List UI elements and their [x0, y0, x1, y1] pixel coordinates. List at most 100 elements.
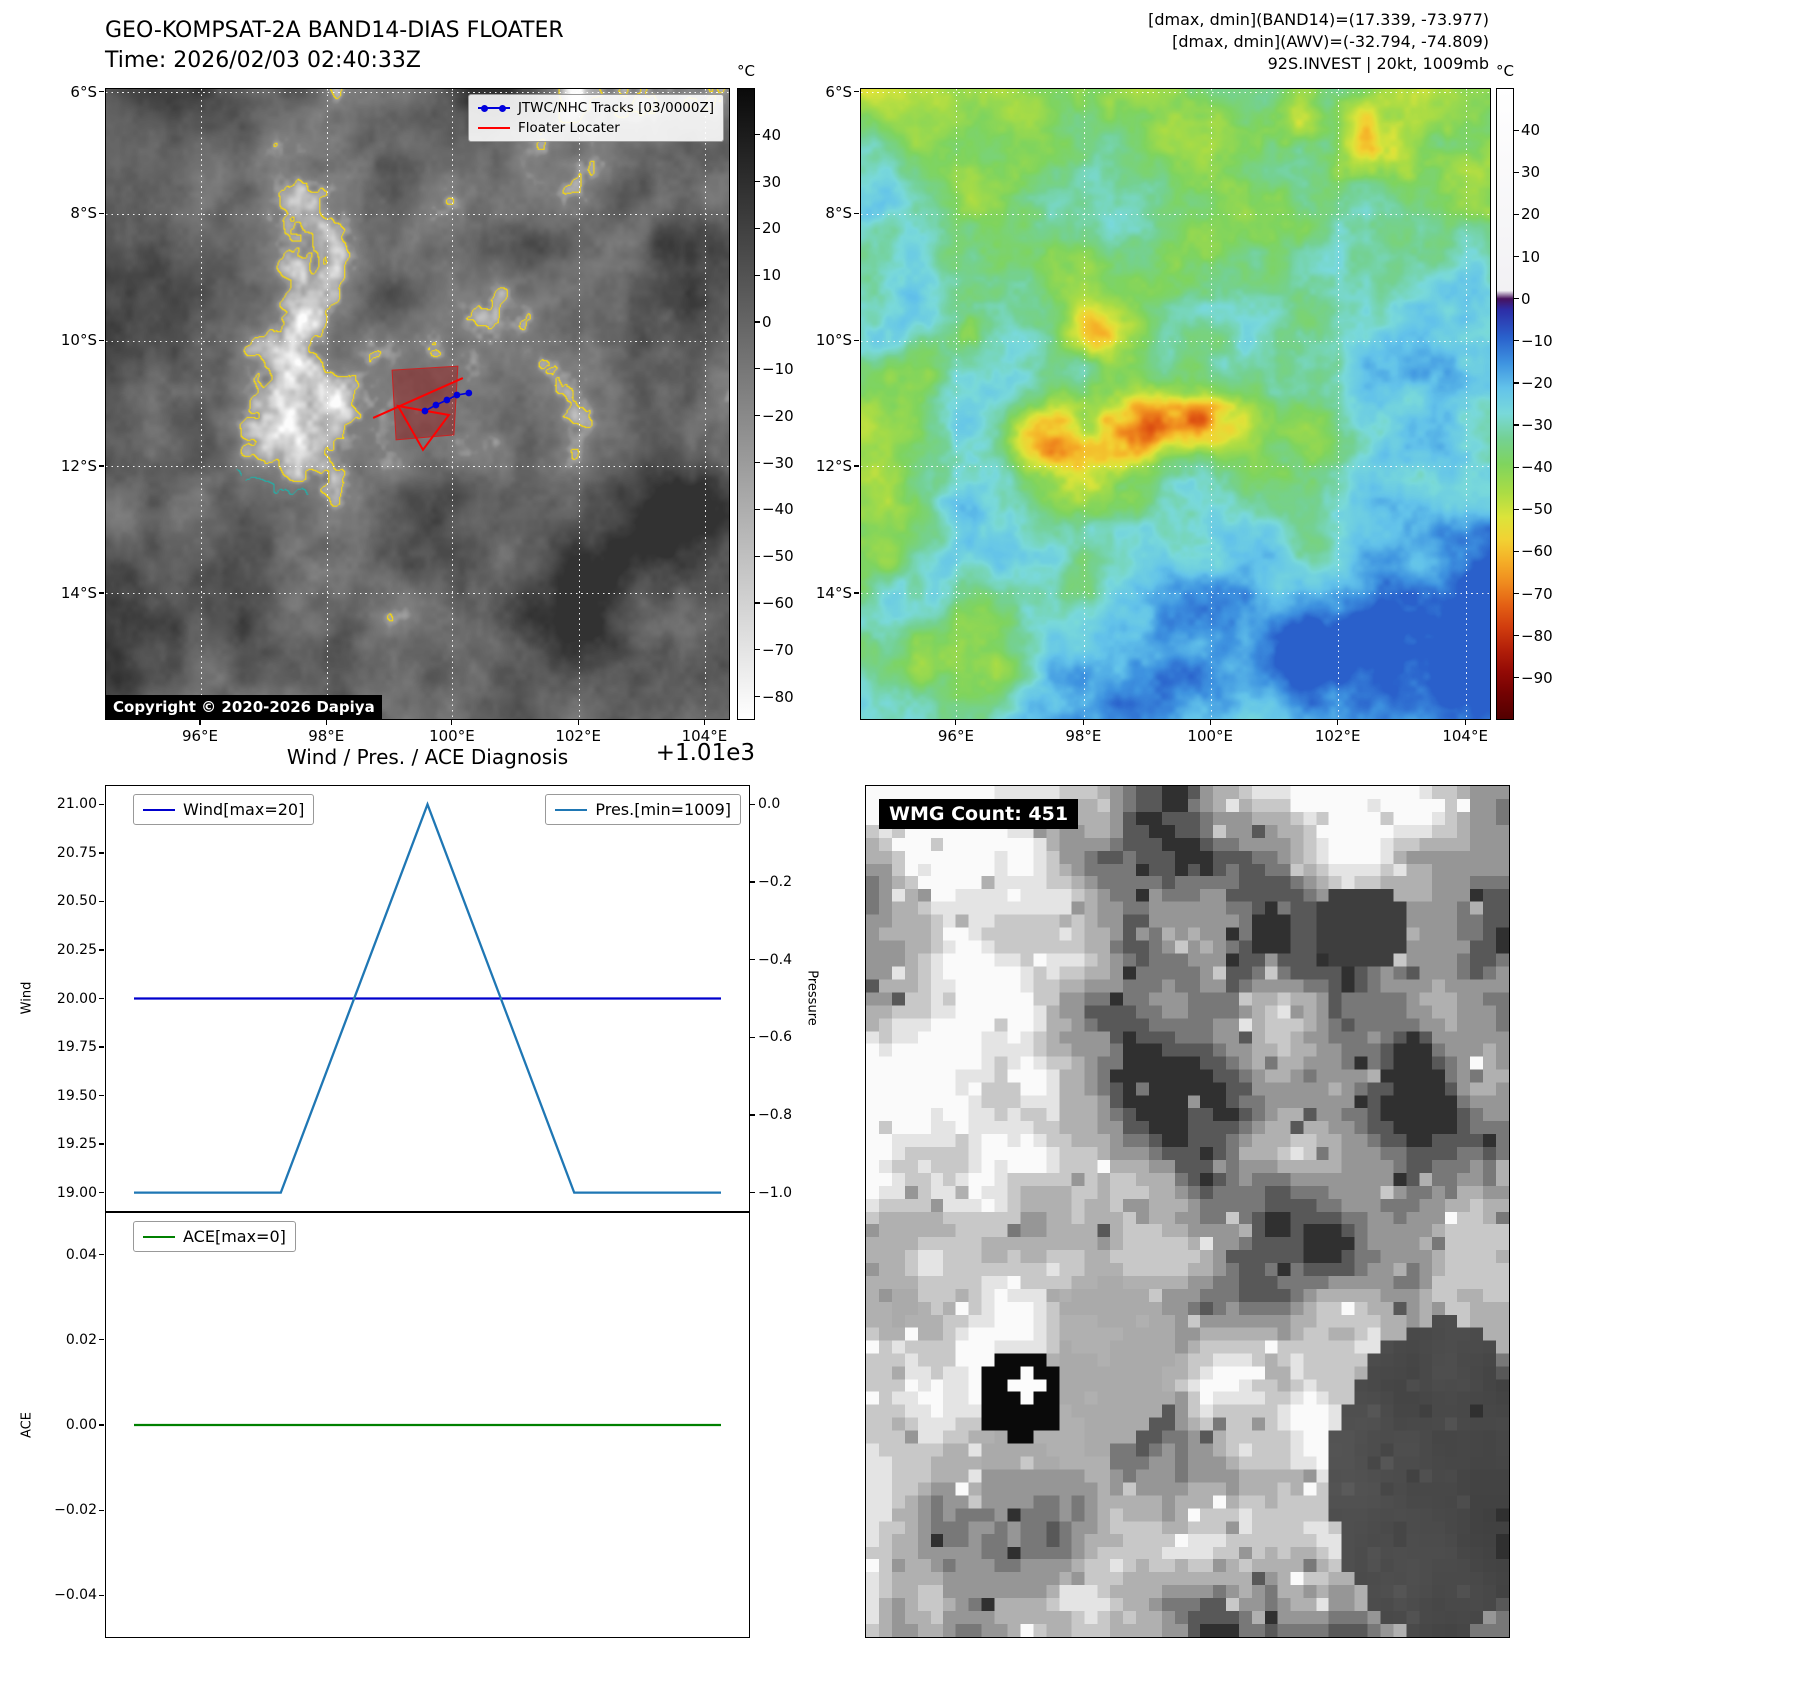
chart-y-tick-label: 0.04 — [65, 1246, 97, 1263]
colorbar-tick-label: −70 — [1521, 584, 1553, 603]
awv-colorbar-unit: °C — [1496, 62, 1514, 80]
y-tick-mark — [854, 339, 859, 341]
pressure-axis-label: Pressure — [804, 970, 820, 1026]
ir-map-overlay — [372, 365, 473, 452]
chart-y-tick-label: 0.02 — [65, 1331, 97, 1348]
chart-y-tick-label: 19.25 — [56, 1136, 97, 1153]
grid-line-vertical — [1465, 89, 1467, 719]
ir-satellite-map: JTWC/NHC Tracks [03/0000Z] Floater Locate… — [105, 88, 730, 720]
colorbar-tick-label: 30 — [762, 172, 782, 191]
legend-line — [477, 127, 510, 130]
colorbar-tick-label: −80 — [1521, 626, 1553, 645]
y-tick-mark — [99, 91, 104, 93]
chart-y-tick-label: 20.50 — [56, 893, 97, 910]
colorbar-tick-mark — [1514, 677, 1519, 679]
colorbar-tick-mark — [1514, 508, 1519, 510]
chart-y-tick-label: 19.50 — [56, 1087, 97, 1104]
chart-y-tick-label: 0.00 — [65, 1417, 97, 1433]
chart-y-tick-label: −0.04 — [54, 1587, 97, 1604]
colorbar-tick-label: −30 — [1521, 416, 1553, 435]
chart-y-tick-mark — [99, 1191, 104, 1194]
legend-item: JTWC/NHC Tracks [03/0000Z] — [477, 100, 714, 116]
series-Pres.[min=1009] — [134, 801, 721, 1194]
chart-right-tick-mark — [750, 881, 755, 883]
chart-right-tick-label: −0.8 — [758, 1106, 792, 1123]
jtwc-track-points — [421, 389, 473, 415]
grid-line-horizontal — [106, 466, 729, 468]
colorbar-tick-label: 40 — [1521, 121, 1541, 140]
legend-line-sample — [477, 123, 510, 133]
chart-y-tick-mark — [99, 1094, 104, 1097]
grid-line-vertical — [1338, 89, 1340, 719]
colorbar-tick-label: −50 — [1521, 500, 1553, 519]
legend-label: Pres.[min=1009] — [595, 800, 731, 819]
grid-line-vertical — [1083, 89, 1085, 719]
x-tick-mark — [577, 720, 579, 725]
legend-item: Floater Locater — [477, 120, 714, 136]
grid-line-vertical — [1210, 89, 1212, 719]
wmg-count-label: WMG Count: 451 — [879, 799, 1079, 829]
chart-right-tick-mark — [750, 1191, 755, 1194]
colorbar-tick-label: 0 — [1521, 289, 1531, 308]
y-tick-mark — [854, 91, 859, 93]
y-tick-label: 6°S — [70, 82, 97, 101]
x-tick-label: 96°E — [181, 727, 219, 745]
chart-y-tick-mark — [99, 949, 104, 951]
y-tick-label: 6°S — [825, 82, 852, 101]
chart-y-tick-mark — [99, 1046, 104, 1048]
colorbar-tick-label: −40 — [1521, 458, 1553, 477]
grid-line-horizontal — [106, 213, 729, 215]
colorbar-tick-mark — [1514, 298, 1519, 300]
colorbar-tick-mark — [755, 134, 760, 136]
chart-y-tick-mark — [99, 900, 104, 903]
y-tick-mark — [99, 212, 104, 214]
x-tick-label: 98°E — [1065, 727, 1102, 745]
chart-right-tick-label: −1.0 — [758, 1184, 792, 1201]
colorbar-tick-label: 0 — [762, 313, 772, 332]
colorbar-tick-mark — [755, 227, 760, 230]
colorbar-tick-mark — [755, 415, 760, 417]
grid-line-horizontal — [106, 92, 729, 94]
wmg-map: WMG Count: 451 — [865, 785, 1510, 1638]
legend-line — [143, 808, 175, 811]
ir-map-legend: JTWC/NHC Tracks [03/0000Z] Floater Locate… — [467, 94, 724, 142]
chart-y-tick-mark — [99, 1254, 104, 1256]
legend-marker-dot — [498, 104, 506, 112]
x-tick-mark — [199, 720, 201, 725]
ir-colorbar-unit: °C — [737, 62, 755, 80]
awv-satellite-image — [861, 89, 1490, 719]
legend-item: ACE[max=0] — [143, 1227, 286, 1246]
colorbar-tick-label: 20 — [762, 219, 782, 238]
x-tick-label: 104°E — [681, 727, 728, 745]
grid-line-vertical — [704, 89, 706, 719]
colorbar-tick-label: 10 — [1521, 247, 1541, 266]
y-tick-label: 14°S — [815, 583, 852, 602]
awv-dmax-dmin-annotation: [dmax, dmin](AWV)=(-32.794, -74.809) — [1172, 32, 1489, 51]
grid-line-horizontal — [861, 593, 1490, 595]
x-tick-label: 96°E — [937, 727, 974, 745]
x-tick-label: 100°E — [1187, 727, 1234, 745]
colorbar-tick-mark — [1514, 593, 1519, 595]
x-tick-mark — [1464, 720, 1466, 725]
chart-y-tick-label: 21.00 — [56, 796, 97, 813]
y-tick-label: 10°S — [60, 331, 97, 350]
colorbar-tick-label: −90 — [1521, 668, 1553, 687]
awv-colorbar — [1496, 88, 1514, 720]
chart-right-tick-mark — [750, 803, 755, 805]
x-tick-label: 102°E — [1314, 727, 1361, 745]
chart-right-tick-mark — [750, 959, 755, 961]
colorbar-tick-mark — [1514, 424, 1519, 426]
copyright-label: Copyright © 2020-2026 Dapiya — [106, 695, 382, 719]
grid-line-horizontal — [861, 340, 1490, 342]
x-tick-label: 98°E — [308, 727, 345, 745]
colorbar-tick-mark — [1514, 635, 1519, 637]
chart-right-tick-label: −0.6 — [758, 1029, 792, 1046]
colorbar-tick-label: −40 — [762, 500, 794, 519]
legend-label: JTWC/NHC Tracks [03/0000Z] — [517, 100, 714, 116]
ir-satellite-image — [106, 89, 729, 719]
colorbar-tick-label: −60 — [1521, 542, 1553, 561]
colorbar-tick-mark — [1514, 213, 1519, 215]
y-tick-mark — [99, 465, 104, 467]
chart-y-tick-mark — [99, 1143, 104, 1145]
legend-label: ACE[max=0] — [183, 1227, 286, 1246]
